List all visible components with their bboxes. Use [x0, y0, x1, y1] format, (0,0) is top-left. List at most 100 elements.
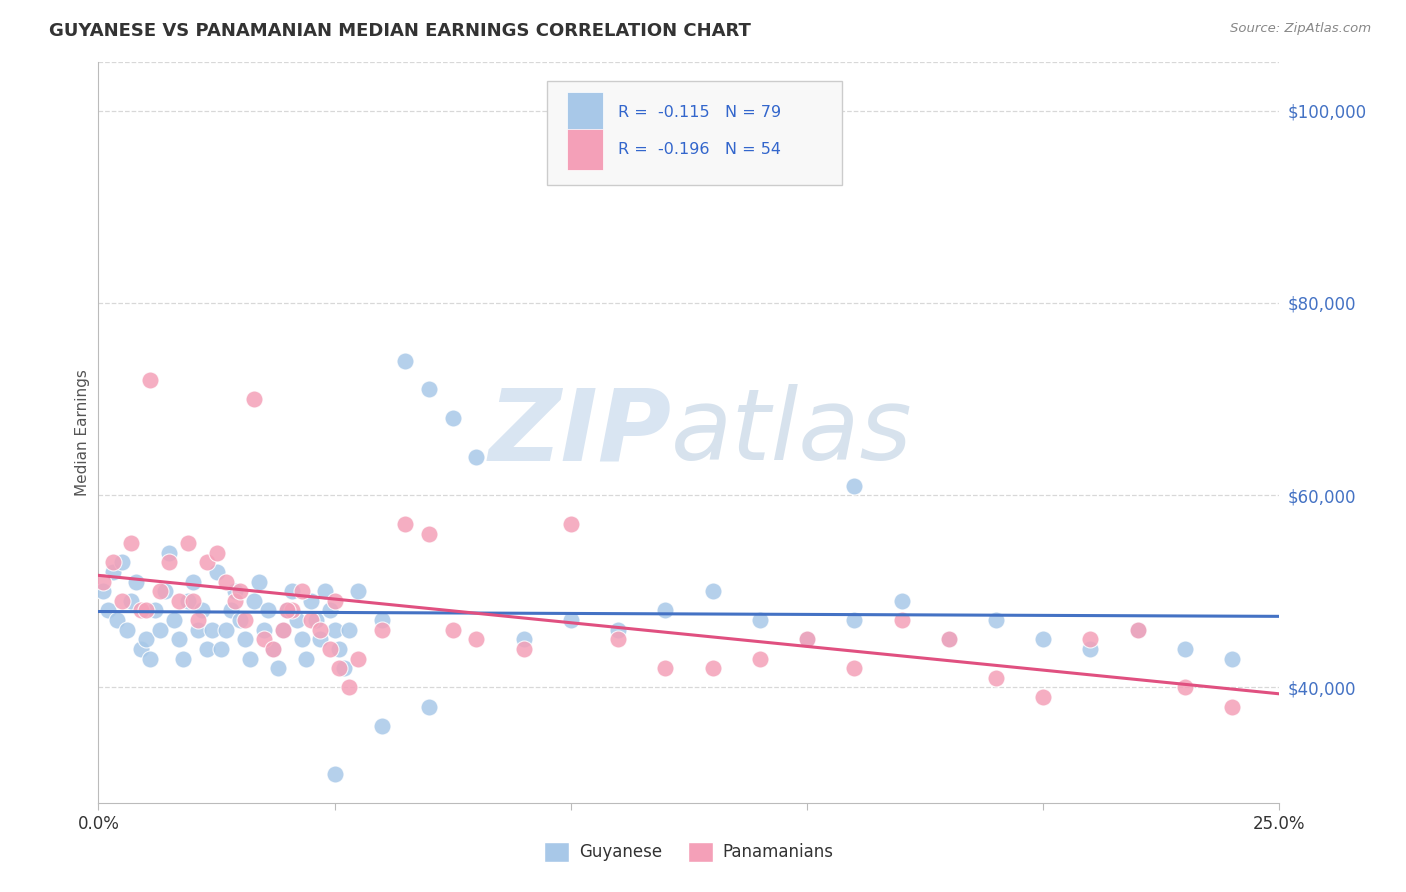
Text: R =  -0.115   N = 79: R = -0.115 N = 79 — [619, 104, 782, 120]
Point — [91, 574, 114, 589]
Point — [305, 613, 328, 627]
Point — [1126, 623, 1149, 637]
Point — [323, 767, 346, 781]
Point — [748, 651, 770, 665]
Point — [290, 632, 312, 647]
Point — [243, 594, 266, 608]
Point — [560, 516, 582, 531]
Point — [299, 613, 322, 627]
Point — [195, 556, 218, 570]
Point — [181, 574, 204, 589]
Point — [314, 584, 336, 599]
Point — [139, 373, 162, 387]
Point — [187, 613, 209, 627]
Point — [309, 632, 332, 647]
Point — [201, 623, 224, 637]
Point — [371, 623, 394, 637]
Point — [215, 623, 238, 637]
Point — [938, 632, 960, 647]
Point — [418, 699, 440, 714]
Point — [654, 603, 676, 617]
Point — [844, 613, 866, 627]
Point — [167, 632, 190, 647]
Point — [271, 623, 294, 637]
Point — [105, 613, 128, 627]
Legend: Guyanese, Panamanians: Guyanese, Panamanians — [537, 835, 841, 869]
Point — [101, 565, 124, 579]
Point — [328, 642, 350, 657]
Point — [262, 642, 284, 657]
Point — [1032, 690, 1054, 704]
Point — [441, 411, 464, 425]
Point — [333, 661, 356, 675]
Point — [219, 603, 242, 617]
Point — [465, 450, 488, 464]
Point — [129, 642, 152, 657]
Point — [91, 584, 114, 599]
Point — [984, 671, 1007, 685]
Point — [271, 623, 294, 637]
Point — [177, 536, 200, 550]
Point — [512, 642, 534, 657]
Point — [243, 392, 266, 406]
Point — [394, 353, 416, 368]
Point — [290, 584, 312, 599]
Point — [224, 584, 246, 599]
Point — [1220, 699, 1243, 714]
Point — [748, 613, 770, 627]
Point — [465, 632, 488, 647]
Point — [371, 719, 394, 733]
Point — [233, 632, 256, 647]
Point — [285, 613, 308, 627]
Point — [172, 651, 194, 665]
Point — [323, 594, 346, 608]
Point — [149, 623, 172, 637]
Point — [607, 632, 630, 647]
Point — [890, 594, 912, 608]
Text: Source: ZipAtlas.com: Source: ZipAtlas.com — [1230, 22, 1371, 36]
Point — [262, 642, 284, 657]
Text: atlas: atlas — [671, 384, 912, 481]
Point — [337, 681, 360, 695]
Point — [195, 642, 218, 657]
Point — [418, 526, 440, 541]
Point — [215, 574, 238, 589]
Point — [796, 632, 818, 647]
Point — [702, 661, 724, 675]
Point — [347, 651, 370, 665]
Point — [205, 546, 228, 560]
Point — [253, 632, 276, 647]
Point — [153, 584, 176, 599]
Point — [276, 603, 298, 617]
Point — [1080, 632, 1102, 647]
Point — [394, 516, 416, 531]
Point — [135, 632, 157, 647]
Point — [984, 613, 1007, 627]
Point — [239, 651, 262, 665]
Point — [371, 613, 394, 627]
Point — [890, 613, 912, 627]
Point — [560, 613, 582, 627]
Point — [796, 632, 818, 647]
Point — [844, 478, 866, 492]
Bar — [567, 92, 603, 133]
Point — [281, 584, 304, 599]
Point — [135, 603, 157, 617]
Point — [654, 661, 676, 675]
Point — [328, 661, 350, 675]
Point — [257, 603, 280, 617]
Point — [121, 536, 143, 550]
FancyBboxPatch shape — [547, 81, 842, 185]
Point — [111, 594, 134, 608]
Point — [276, 603, 298, 617]
Point — [157, 556, 180, 570]
Point — [149, 584, 172, 599]
Point — [309, 623, 332, 637]
Point — [253, 623, 276, 637]
Point — [224, 594, 246, 608]
Y-axis label: Median Earnings: Median Earnings — [75, 369, 90, 496]
Point — [347, 584, 370, 599]
Point — [512, 632, 534, 647]
Text: GUYANESE VS PANAMANIAN MEDIAN EARNINGS CORRELATION CHART: GUYANESE VS PANAMANIAN MEDIAN EARNINGS C… — [49, 22, 751, 40]
Point — [101, 556, 124, 570]
